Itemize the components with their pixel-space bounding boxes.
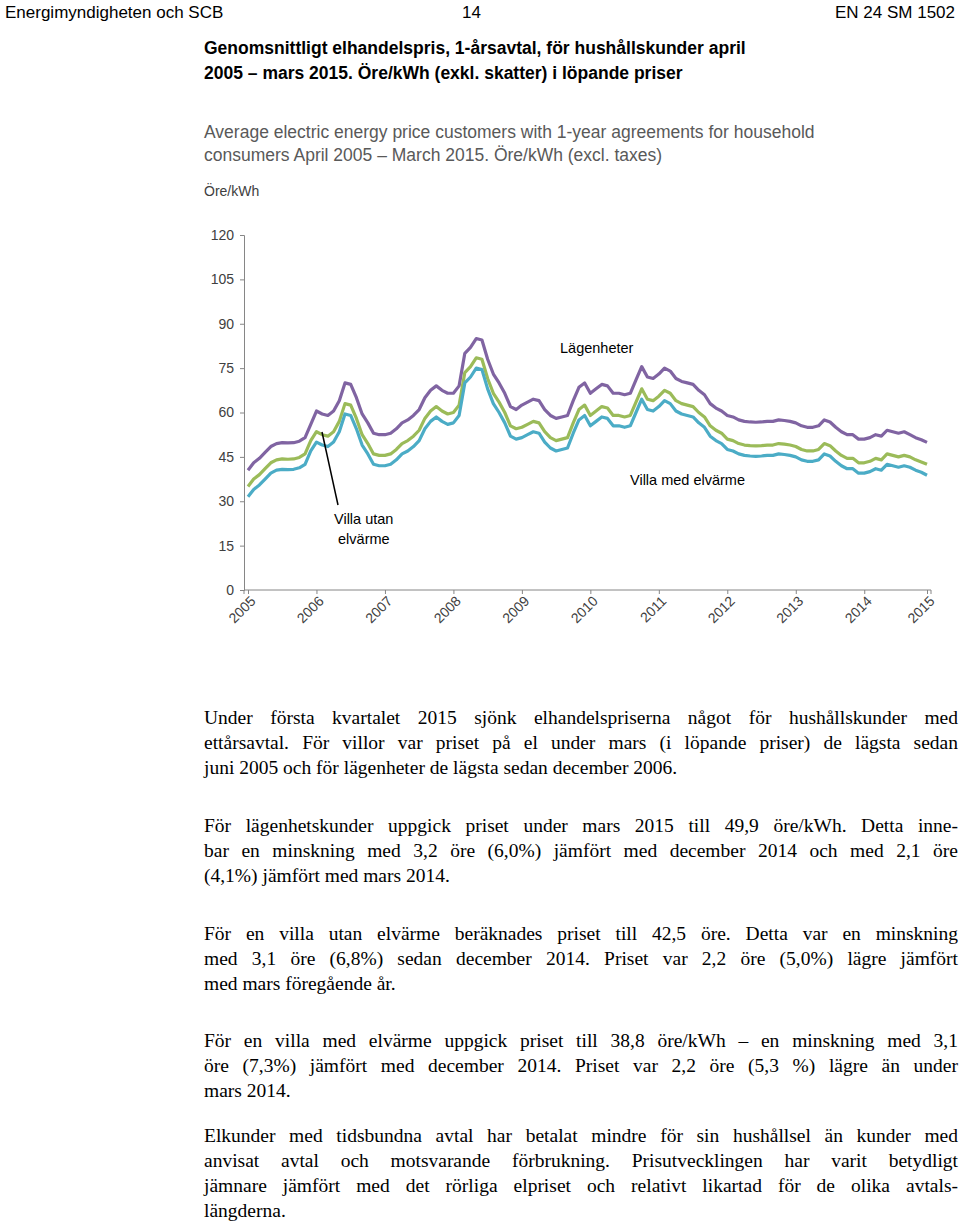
x-tick: 2007: [362, 590, 395, 626]
plot-area: [248, 339, 927, 497]
x-tick: 2008: [431, 590, 464, 626]
y-tick: 90: [218, 316, 244, 332]
series-annotation: Villa med elvärme: [630, 472, 745, 488]
y-tick: 75: [218, 360, 244, 376]
x-axis: 2005 2006 2007 2008 2009 2010 2011 2012 2013 2014…: [225, 590, 937, 626]
y-tick: 30: [218, 493, 244, 509]
x-tick: 2011: [637, 590, 670, 625]
paragraph-line: För en villa utan elvärme beräknades pri…: [204, 922, 958, 946]
paragraph-line: mars 2014.: [204, 1079, 958, 1103]
x-tick: 2013: [773, 590, 806, 626]
x-tick-label: 2009: [499, 593, 532, 626]
paragraph-line: med mars föregående år.: [204, 972, 958, 996]
x-tick-mark: [590, 590, 591, 594]
paragraph-line: För lägenhetskunder uppgick priset under…: [204, 814, 958, 838]
y-tick: 105: [211, 271, 244, 287]
y-tick-label: 15: [218, 538, 234, 554]
x-tick: 2005: [225, 590, 258, 626]
x-tick: 2015: [904, 590, 937, 626]
x-tick-mark: [864, 590, 865, 594]
x-tick: 2006: [294, 590, 327, 626]
x-tick-label: 2005: [225, 593, 258, 626]
y-tick-mark: [240, 279, 244, 280]
y-tick-mark: [240, 546, 244, 547]
x-tick-mark: [385, 590, 386, 594]
x-tick-mark: [453, 590, 454, 594]
x-tick-label: 2012: [704, 593, 737, 626]
x-tick-label: 2010: [568, 593, 601, 626]
x-tick-mark: [522, 590, 523, 594]
paragraph-line: med 3,1 öre (6,8%) sedan december 2014. …: [204, 947, 958, 971]
y-tick-label: 30: [218, 493, 234, 509]
x-tick: 2010: [568, 590, 601, 626]
paragraph-line: För en villa med elvärme uppgick priset …: [204, 1029, 958, 1053]
page-number: 14: [462, 3, 481, 23]
y-tick-mark: [240, 324, 244, 325]
y-tick-mark: [240, 368, 244, 369]
x-tick-mark: [727, 590, 728, 594]
y-tick-label: 105: [211, 271, 235, 287]
paragraph-line: jämnare jämfört med det rörliga elpriset…: [204, 1174, 958, 1198]
x-tick-label: 2011: [637, 593, 670, 626]
paragraph-line: Elkunder med tidsbundna avtal har betala…: [204, 1124, 958, 1148]
y-axis-line: [240, 236, 245, 591]
y-tick: 15: [218, 538, 244, 554]
chart-subtitle: consumers April 2005 – March 2015. Öre/k…: [204, 143, 662, 167]
y-tick: 0: [226, 582, 244, 598]
header-right: EN 24 SM 1502: [835, 3, 955, 23]
x-tick-label: 2015: [904, 593, 937, 626]
x-tick-mark: [248, 590, 249, 594]
page: Energimyndigheten och SCB 14 EN 24 SM 1502…: [0, 0, 960, 1229]
y-tick-label: 60: [218, 404, 234, 420]
y-tick: 45: [218, 449, 244, 465]
y-tick-label: 45: [218, 449, 234, 465]
y-tick-label: 90: [218, 316, 234, 332]
header-left: Energimyndigheten och SCB: [5, 3, 223, 23]
chart-title: 2005 – mars 2015. Öre/kWh (exkl. skatter…: [204, 61, 683, 85]
y-tick-mark: [240, 501, 244, 502]
x-tick-mark: [796, 590, 797, 594]
x-tick: 2014: [841, 590, 874, 626]
paragraph-line: längderna.: [204, 1199, 958, 1223]
paragraph-line: bar en minskning med 3,2 öre (6,0%) jämf…: [204, 839, 958, 863]
paragraph-line: ettårsavtal. För villor var priset på el…: [204, 731, 958, 755]
x-tick-mark: [316, 590, 317, 594]
y-tick-label: 120: [211, 227, 235, 243]
x-tick-label: 2008: [431, 593, 464, 626]
chart-title: Genomsnittligt elhandelspris, 1-årsavtal…: [204, 36, 746, 60]
x-tick-label: 2013: [773, 593, 806, 626]
y-axis: 0 15 30 45 60 75 90 105 120: [211, 227, 245, 598]
paragraph-line: juni 2005 och för lägenheter de lägsta s…: [204, 756, 958, 780]
paragraph-line: anvisat avtal och motsvarande förbruknin…: [204, 1149, 958, 1173]
x-tick-mark: [927, 590, 928, 594]
y-tick-mark: [240, 235, 244, 236]
chart-subtitle: Average electric energy price customers …: [204, 120, 815, 144]
x-tick: 2012: [704, 590, 737, 626]
y-tick-label: 75: [218, 360, 234, 376]
y-axis-label: Öre/kWh: [204, 182, 259, 199]
y-tick-mark: [240, 457, 244, 458]
x-tick-label: 2014: [841, 593, 874, 626]
paragraph-line: öre (7,3%) jämfört med december 2014. Pr…: [204, 1054, 958, 1078]
x-tick-label: 2006: [294, 593, 327, 626]
x-tick-label: 2007: [362, 593, 395, 626]
x-tick-mark: [659, 590, 660, 594]
y-tick: 60: [218, 404, 244, 420]
y-tick-mark: [240, 413, 244, 414]
paragraph-line: Under första kvartalet 2015 sjönk elhand…: [204, 706, 958, 730]
series-annotation: Lägenheter: [560, 340, 634, 356]
series-line: [248, 368, 927, 497]
annotation-pointer: [322, 432, 338, 505]
series-annotation: Villa utan elvärme: [334, 511, 393, 547]
y-tick-mark: [240, 590, 244, 591]
chart: Öre/kWh015304560759010512020052006200720…: [0, 0, 960, 1229]
paragraph-line: (4,1%) jämfört med mars 2014.: [204, 864, 958, 888]
x-tick: 2009: [499, 590, 532, 626]
y-tick-label: 0: [226, 582, 234, 598]
y-tick: 120: [211, 227, 244, 243]
